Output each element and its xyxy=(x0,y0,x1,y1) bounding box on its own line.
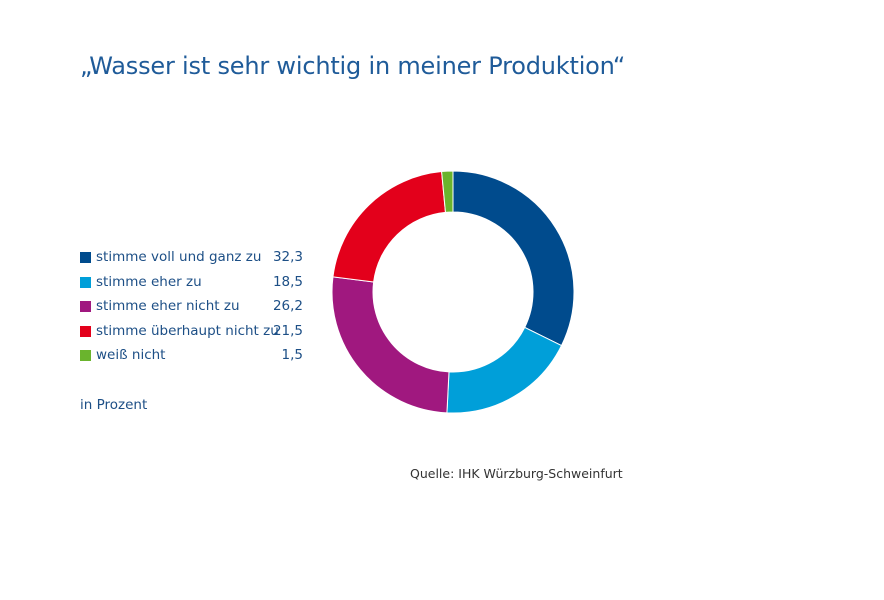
legend-label: stimme eher nicht zu xyxy=(96,298,240,314)
legend-value: 18,5 xyxy=(272,273,303,290)
legend-swatch xyxy=(80,252,91,263)
donut-slice xyxy=(331,276,450,414)
legend-item: stimme eher nicht zu 26,2 xyxy=(80,298,310,323)
donut-slice xyxy=(441,170,454,213)
legend-label: stimme eher zu xyxy=(96,273,202,290)
donut-slice xyxy=(446,326,563,414)
legend-value: 26,2 xyxy=(272,298,303,314)
legend-value: 32,3 xyxy=(272,249,303,265)
legend: stimme voll und ganz zu 32,3 stimme eher… xyxy=(80,249,310,372)
legend-swatch xyxy=(80,350,91,361)
legend-value: 1,5 xyxy=(281,347,303,363)
donut-chart xyxy=(331,170,575,414)
source-note: Quelle: IHK Würzburg-Schweinfurt xyxy=(410,466,623,481)
legend-label: stimme voll und ganz zu xyxy=(96,249,262,265)
donut-slice xyxy=(452,170,575,347)
chart-title: „Wasser ist sehr wichtig in meiner Produ… xyxy=(80,52,626,80)
legend-item: weiß nicht 1,5 xyxy=(80,347,310,372)
legend-swatch xyxy=(80,276,91,288)
legend-item: stimme eher zu 18,5 xyxy=(80,274,310,299)
legend-label: weiß nicht xyxy=(96,347,166,363)
donut-slice xyxy=(332,170,447,283)
legend-item: stimme überhaupt nicht zu 21,5 xyxy=(80,323,310,348)
legend-item: stimme voll und ganz zu 32,3 xyxy=(80,249,310,274)
legend-label: stimme überhaupt nicht zu xyxy=(96,322,279,339)
legend-swatch xyxy=(80,325,91,337)
unit-label: in Prozent xyxy=(80,397,148,413)
legend-value: 21,5 xyxy=(272,322,303,339)
legend-swatch xyxy=(80,301,91,312)
